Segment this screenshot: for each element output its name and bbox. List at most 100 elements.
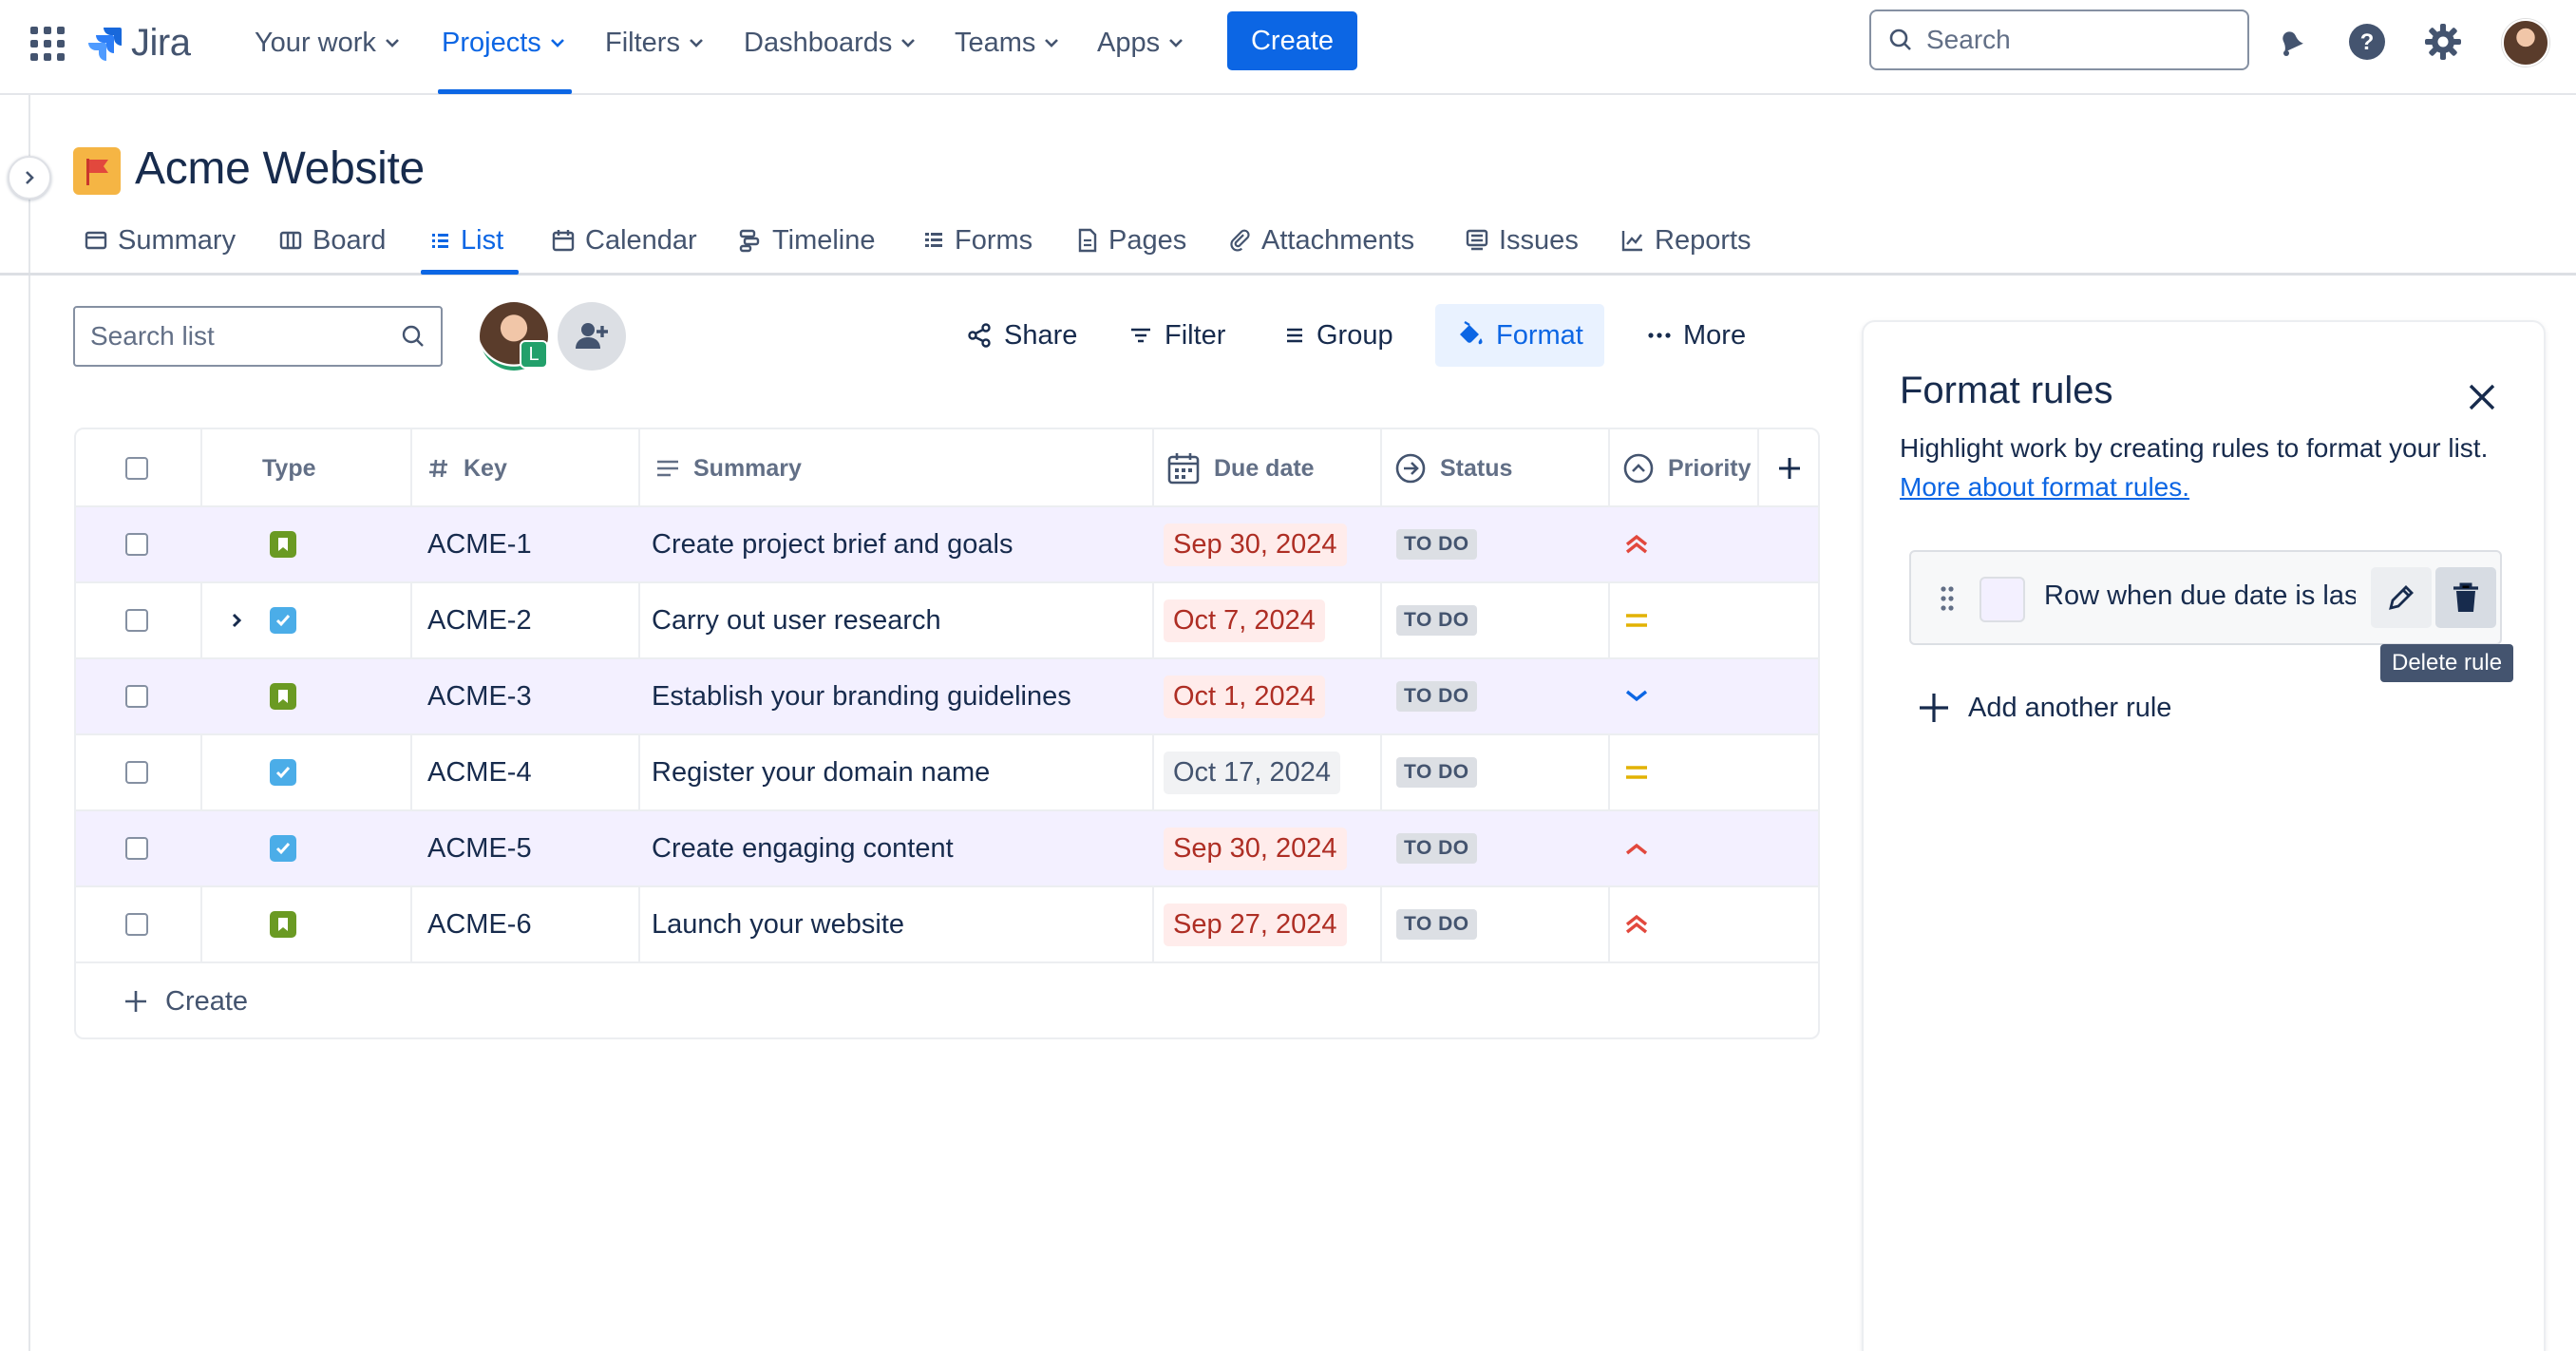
add-people-button[interactable] xyxy=(558,302,626,371)
global-search[interactable] xyxy=(1869,10,2249,70)
format-button[interactable]: Format xyxy=(1435,304,1604,367)
status-cell[interactable]: TO DO xyxy=(1396,659,1477,733)
status-badge[interactable]: TO DO xyxy=(1396,529,1477,560)
drag-handle-icon[interactable] xyxy=(1940,584,1955,613)
status-badge[interactable]: TO DO xyxy=(1396,605,1477,636)
issue-summary[interactable]: Create project brief and goals xyxy=(652,528,1013,560)
priority-cell[interactable] xyxy=(1622,583,1651,657)
row-checkbox[interactable] xyxy=(125,533,148,556)
tab-board[interactable]: Board xyxy=(278,217,386,264)
row-checkbox[interactable] xyxy=(125,913,148,936)
nav-dashboards[interactable]: Dashboards xyxy=(744,21,917,65)
tab-attachments[interactable]: Attachments xyxy=(1227,217,1414,264)
priority-cell[interactable] xyxy=(1622,811,1651,885)
issue-summary[interactable]: Create engaging content xyxy=(652,832,954,864)
issue-key[interactable]: ACME-6 xyxy=(427,908,532,940)
table-row[interactable]: ACME-2 Carry out user research Oct 7, 2024… xyxy=(76,583,1818,659)
notifications-icon[interactable] xyxy=(2268,19,2314,65)
table-row[interactable]: ACME-4 Register your domain name Oct 17, 2… xyxy=(76,735,1818,811)
tab-calendar[interactable]: Calendar xyxy=(551,217,697,264)
column-summary[interactable]: Summary xyxy=(655,429,802,507)
due-date-cell[interactable]: Sep 27, 2024 xyxy=(1164,887,1347,961)
share-button[interactable]: Share xyxy=(945,304,1098,367)
tab-pages[interactable]: Pages xyxy=(1076,217,1186,264)
due-date-cell[interactable]: Sep 30, 2024 xyxy=(1164,507,1347,581)
select-all-checkbox[interactable] xyxy=(125,457,148,480)
column-status[interactable]: Status xyxy=(1394,429,1512,507)
issue-key[interactable]: ACME-5 xyxy=(427,832,532,864)
tab-issues[interactable]: Issues xyxy=(1465,217,1579,264)
due-date-cell[interactable]: Oct 7, 2024 xyxy=(1164,583,1325,657)
more-button[interactable]: More xyxy=(1626,304,1767,367)
row-checkbox[interactable] xyxy=(125,761,148,784)
issue-key[interactable]: ACME-2 xyxy=(427,604,532,636)
user-avatar[interactable] xyxy=(2502,19,2549,67)
expand-row-button[interactable] xyxy=(228,583,245,657)
global-search-input[interactable] xyxy=(1926,25,2230,55)
list-search-input[interactable] xyxy=(90,321,375,352)
nav-teams[interactable]: Teams xyxy=(955,21,1060,65)
row-checkbox[interactable] xyxy=(125,685,148,708)
status-cell[interactable]: TO DO xyxy=(1396,887,1477,961)
due-date-cell[interactable]: Oct 1, 2024 xyxy=(1164,659,1325,733)
nav-your-work[interactable]: Your work xyxy=(255,21,401,65)
priority-cell[interactable] xyxy=(1622,887,1651,961)
rule-color-swatch[interactable] xyxy=(1979,577,2025,622)
add-column-button[interactable] xyxy=(1776,429,1803,507)
issue-summary[interactable]: Register your domain name xyxy=(652,756,991,788)
help-icon[interactable]: ? xyxy=(2344,19,2390,65)
group-button[interactable]: Group xyxy=(1263,304,1414,367)
priority-cell[interactable] xyxy=(1622,735,1651,809)
status-cell[interactable]: TO DO xyxy=(1396,583,1477,657)
issue-key[interactable]: ACME-1 xyxy=(427,528,532,560)
table-row[interactable]: ACME-1 Create project brief and goals Sep … xyxy=(76,507,1818,583)
tab-summary[interactable]: Summary xyxy=(84,217,236,264)
settings-gear-icon[interactable] xyxy=(2420,19,2466,65)
nav-projects[interactable]: Projects xyxy=(442,21,566,65)
app-switcher-icon[interactable] xyxy=(28,25,66,63)
format-rule-card[interactable]: Row when due date is last xyxy=(1909,550,2502,645)
tab-forms[interactable]: Forms xyxy=(922,217,1032,264)
issue-summary[interactable]: Carry out user research xyxy=(652,604,941,636)
status-badge[interactable]: TO DO xyxy=(1396,833,1477,864)
tab-list[interactable]: List xyxy=(430,217,503,264)
edit-rule-button[interactable] xyxy=(2371,567,2432,628)
row-checkbox[interactable] xyxy=(125,837,148,860)
table-row[interactable]: ACME-5 Create engaging content Sep 30, 202… xyxy=(76,811,1818,887)
priority-cell[interactable] xyxy=(1622,659,1651,733)
tab-timeline[interactable]: Timeline xyxy=(738,217,876,264)
column-key[interactable]: Key xyxy=(427,429,507,507)
issue-key[interactable]: ACME-3 xyxy=(427,680,532,712)
list-search[interactable] xyxy=(73,306,443,367)
nav-filters[interactable]: Filters xyxy=(605,21,705,65)
column-priority[interactable]: Priority xyxy=(1622,429,1752,507)
create-button[interactable]: Create xyxy=(1227,11,1357,70)
create-issue-row[interactable]: Create xyxy=(123,967,248,1036)
status-badge[interactable]: TO DO xyxy=(1396,909,1477,940)
status-cell[interactable]: TO DO xyxy=(1396,811,1477,885)
issue-summary[interactable]: Establish your branding guidelines xyxy=(652,680,1071,712)
column-due-date[interactable]: Due date xyxy=(1166,429,1315,507)
table-row[interactable]: ACME-3 Establish your branding guidelines… xyxy=(76,659,1818,735)
jira-logo[interactable]: Jira xyxy=(85,19,191,67)
status-cell[interactable]: TO DO xyxy=(1396,735,1477,809)
row-checkbox[interactable] xyxy=(125,609,148,632)
priority-cell[interactable] xyxy=(1622,507,1651,581)
table-row[interactable]: ACME-6 Launch your website Sep 27, 2024 TO … xyxy=(76,887,1818,963)
tab-reports[interactable]: Reports xyxy=(1620,217,1752,264)
nav-apps[interactable]: Apps xyxy=(1097,21,1184,65)
due-date-cell[interactable]: Sep 30, 2024 xyxy=(1164,811,1347,885)
status-badge[interactable]: TO DO xyxy=(1396,681,1477,712)
due-date-cell[interactable]: Oct 17, 2024 xyxy=(1164,735,1341,809)
add-another-rule-button[interactable]: Add another rule xyxy=(1917,677,2171,738)
column-type[interactable]: Type xyxy=(262,429,316,507)
status-badge[interactable]: TO DO xyxy=(1396,757,1477,788)
filter-button[interactable]: Filter xyxy=(1108,304,1246,367)
format-rules-help-link[interactable]: More about format rules. xyxy=(1900,472,2190,502)
issue-key[interactable]: ACME-4 xyxy=(427,756,532,788)
project-avatar[interactable] xyxy=(73,147,121,195)
issue-summary[interactable]: Launch your website xyxy=(652,908,904,940)
close-panel-button[interactable] xyxy=(2460,375,2504,419)
status-cell[interactable]: TO DO xyxy=(1396,507,1477,581)
expand-sidebar-button[interactable] xyxy=(8,156,51,200)
